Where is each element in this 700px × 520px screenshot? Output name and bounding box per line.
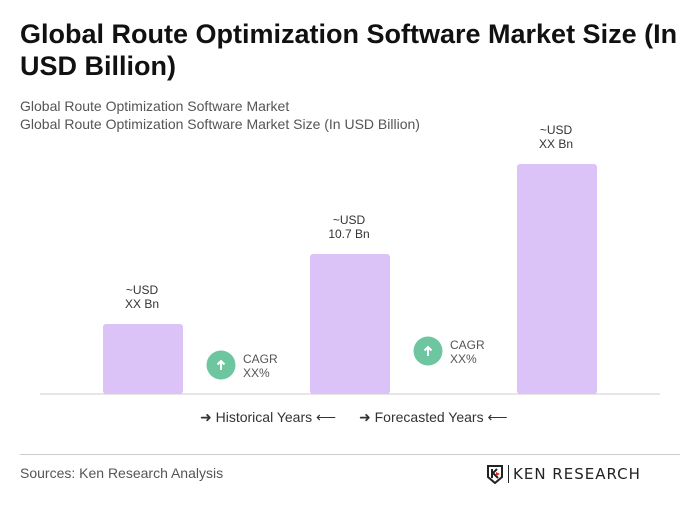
bar	[103, 324, 183, 394]
divider	[20, 454, 680, 455]
logo-icon	[487, 465, 503, 484]
data-label: 10.7 Bn	[328, 227, 369, 241]
arrow-up-icon	[216, 359, 226, 370]
arrow-up-icon	[423, 345, 433, 356]
cagr-value: XX%	[450, 352, 477, 366]
chart-subtitle: Global Route Optimization Software Marke…	[20, 98, 290, 114]
data-label: XX Bn	[539, 137, 573, 151]
cagr-label: CAGR	[243, 352, 278, 366]
chart-title: Global Route Optimization Software Marke…	[20, 19, 678, 81]
legend-forecasted: ➜ Forecasted Years ⟵	[359, 409, 508, 425]
data-label: ~USD	[333, 213, 366, 227]
data-label: ~USD	[126, 283, 159, 297]
cagr-label: CAGR	[450, 338, 485, 352]
data-label: XX Bn	[125, 297, 159, 311]
chart-subtitle-2: Global Route Optimization Software Marke…	[20, 116, 420, 132]
legend-historical: ➜ Historical Years ⟵	[200, 409, 337, 425]
bar	[310, 254, 390, 394]
data-label: ~USD	[540, 123, 573, 137]
ken-research-logo: KEN RESEARCH	[486, 464, 641, 484]
source-text: Sources: Ken Research Analysis	[20, 465, 224, 481]
cagr-value: XX%	[243, 366, 270, 380]
bar	[517, 164, 597, 394]
